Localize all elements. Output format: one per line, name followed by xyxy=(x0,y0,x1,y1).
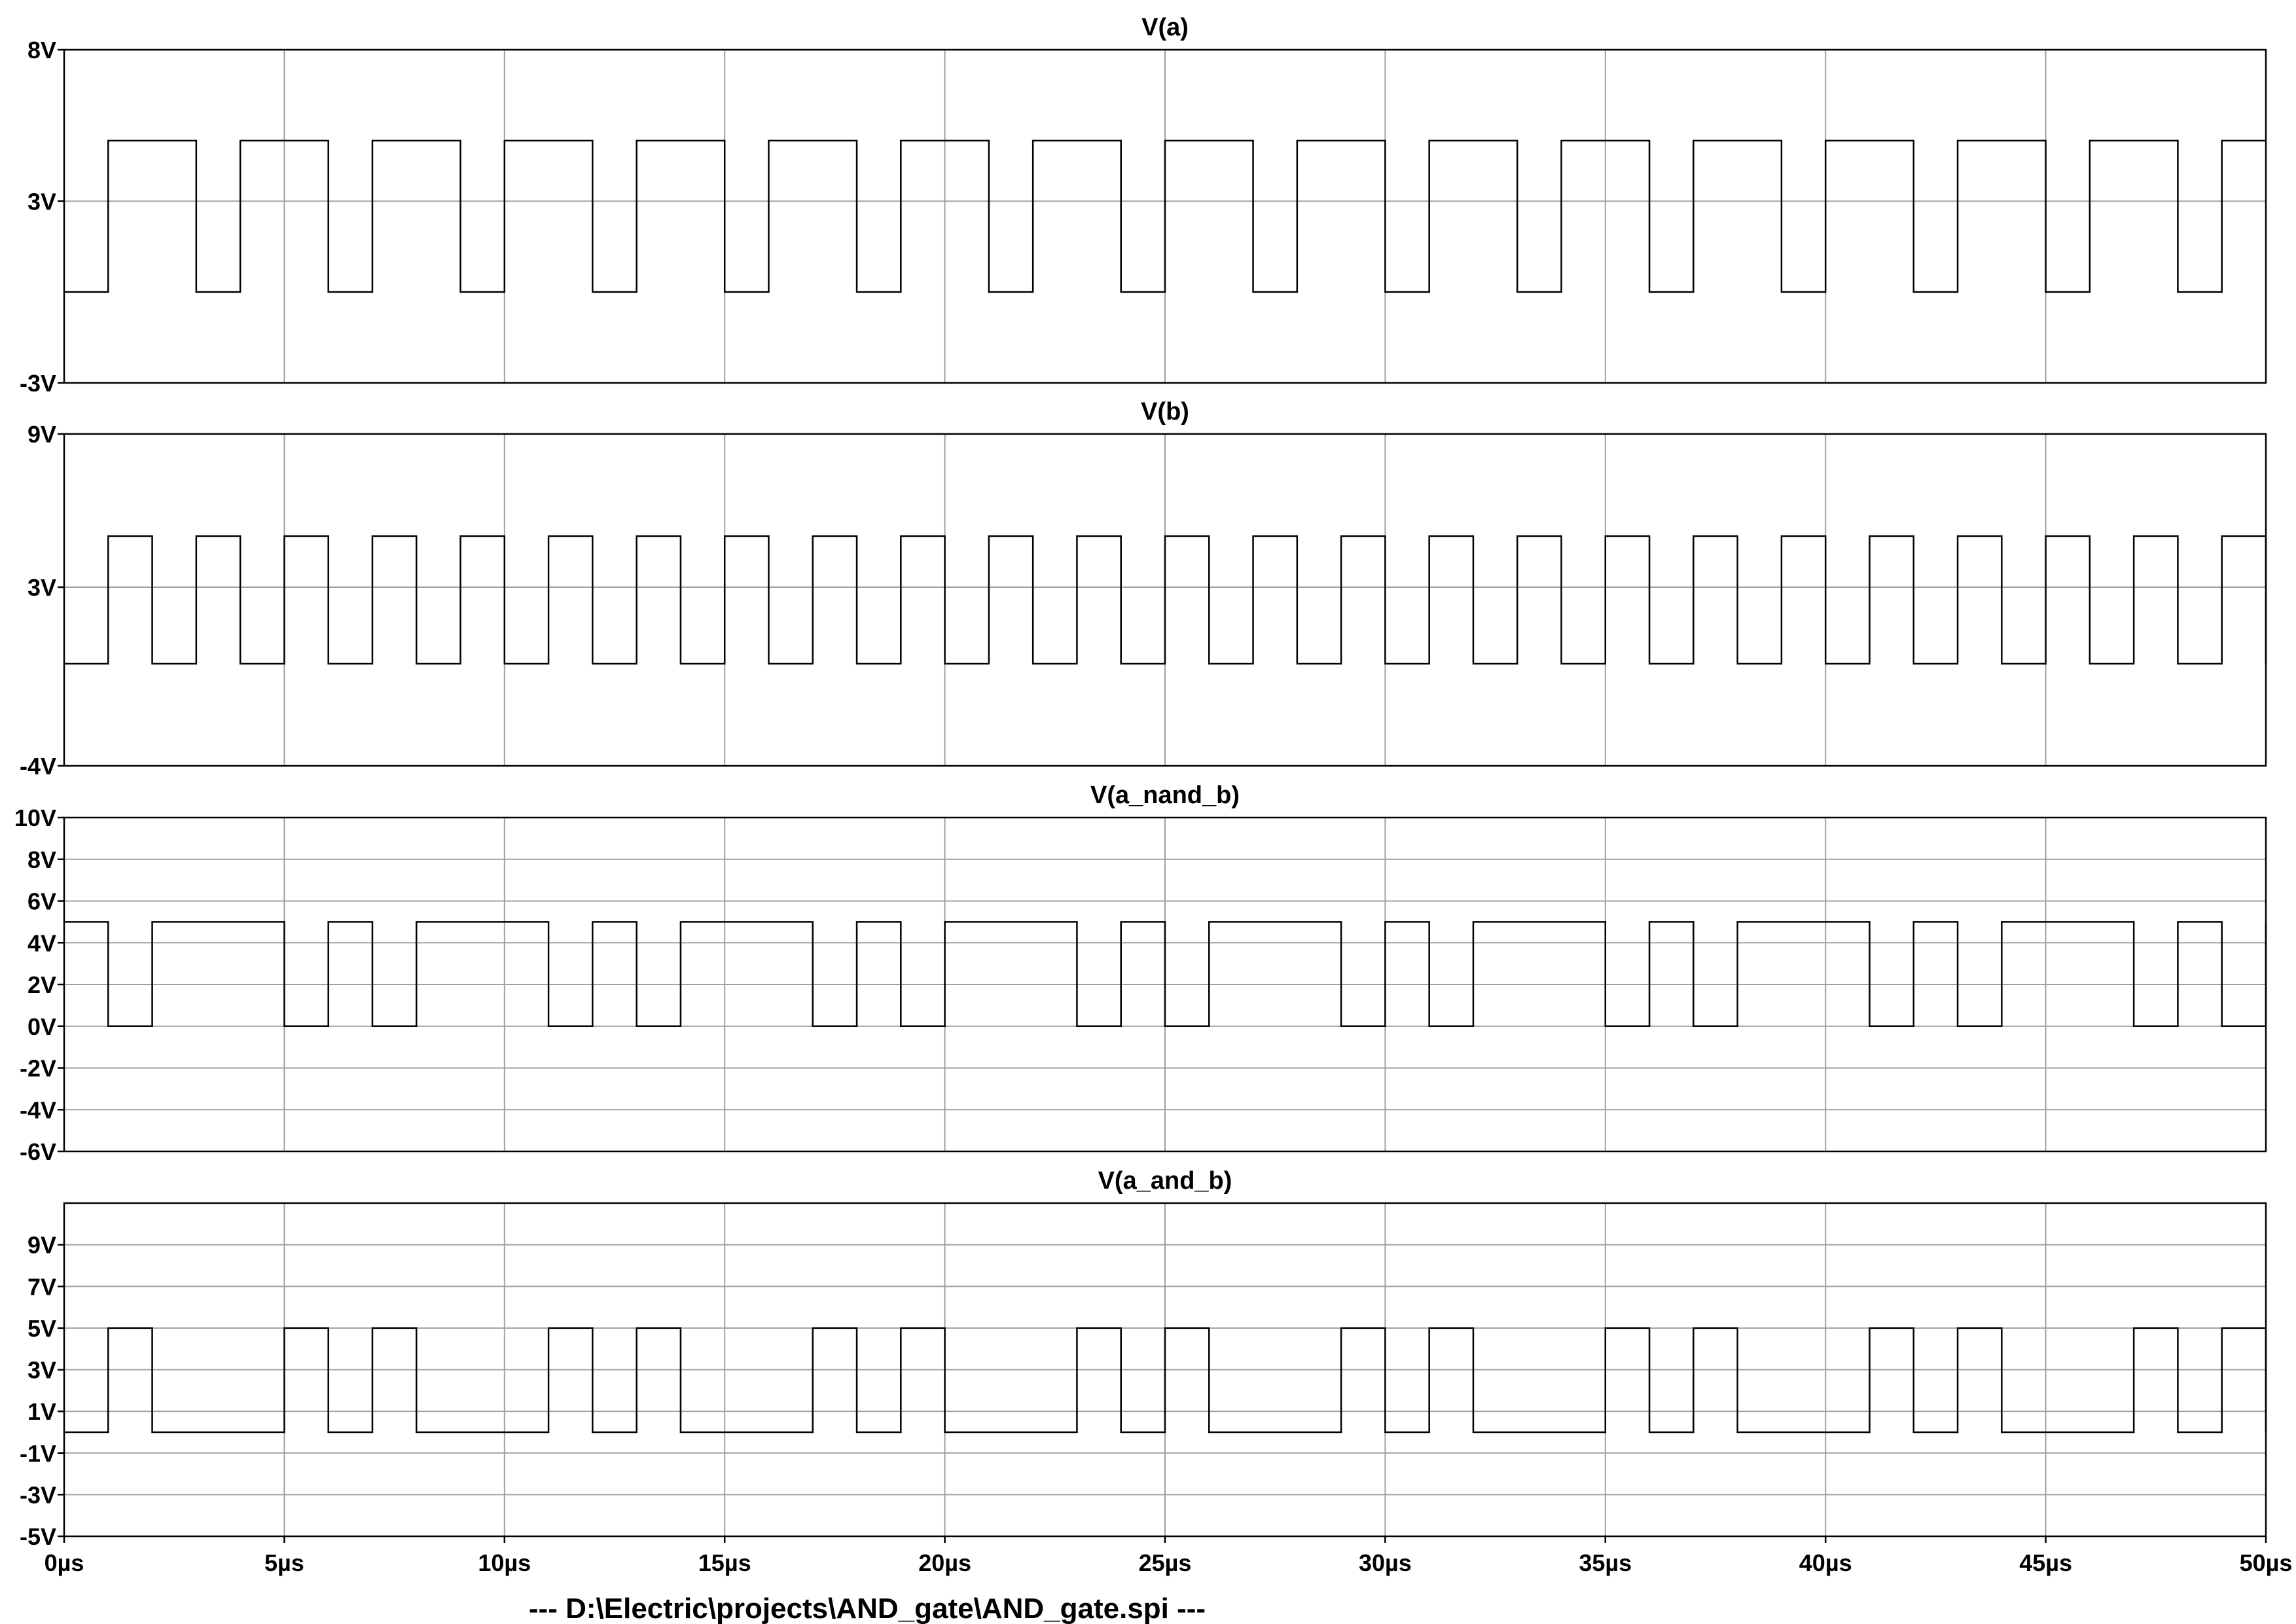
y-tick-label: 0V xyxy=(27,1013,56,1040)
x-tick-label: 40µs xyxy=(1799,1549,1852,1576)
panel-1: V(a) 8V 3V -3V xyxy=(20,14,2267,397)
signal-trace xyxy=(64,535,2267,665)
panel-2: V(b) 9V 3V -4V xyxy=(20,398,2267,780)
x-tick-label: 45µs xyxy=(2019,1549,2072,1576)
file-path-footer: --- D:\Electric\projects\AND_gate\AND_ga… xyxy=(529,1593,1206,1624)
y-tick-label: 8V xyxy=(27,846,56,873)
y-tick-label: 9V xyxy=(27,421,56,448)
y-tick-label: 3V xyxy=(27,188,56,215)
y-tick-label: -1V xyxy=(20,1440,56,1467)
y-tick-label: 1V xyxy=(27,1398,56,1425)
x-tick-label: 25µs xyxy=(1139,1549,1192,1576)
x-tick-label: 35µs xyxy=(1579,1549,1632,1576)
y-tick-label: 3V xyxy=(27,1357,56,1384)
y-tick-label: -6V xyxy=(20,1138,56,1165)
panel-title: V(a_and_b) xyxy=(1098,1167,1232,1195)
y-tick-label: 5V xyxy=(27,1315,56,1342)
y-tick-label: -3V xyxy=(20,370,56,397)
x-tick-label: 10µs xyxy=(478,1549,531,1576)
panel-frame xyxy=(63,48,2267,384)
y-tick-label: 2V xyxy=(27,971,56,998)
y-tick-label: 3V xyxy=(27,574,56,601)
y-tick-label: 7V xyxy=(27,1273,56,1300)
x-tick-label: 30µs xyxy=(1359,1549,1412,1576)
panel-4: V(a_and_b) 9V 7V 5V 3V 1V -1V -3V -5V xyxy=(20,1167,2267,1550)
signal-trace xyxy=(64,921,2267,1027)
y-tick-label: -2V xyxy=(20,1055,56,1082)
panel-title: V(a_nand_b) xyxy=(1090,782,1240,809)
y-tick-label: -3V xyxy=(20,1481,56,1508)
x-tick-label: 15µs xyxy=(698,1549,751,1576)
panel-title: V(b) xyxy=(1141,398,1189,425)
panel-3: V(a_nand_b) 10V 8V 6V 4V 2V 0V -2V -4V -6V xyxy=(14,782,2267,1165)
waveform-panels: V(a) 8V 3V -3V V(b) 9V 3V -4V V(a_nand_b) 10V 8V 6V… xyxy=(14,14,2292,1576)
y-tick-label: 10V xyxy=(14,804,56,831)
y-tick-label: 4V xyxy=(27,929,56,956)
x-tick-label: 20µs xyxy=(918,1549,971,1576)
x-tick-label: 0µs xyxy=(45,1549,84,1576)
signal-trace xyxy=(64,1327,2267,1434)
y-tick-label: -4V xyxy=(20,753,56,780)
y-tick-label: 9V xyxy=(27,1232,56,1259)
x-tick-label: 5µs xyxy=(264,1549,304,1576)
signal-trace xyxy=(64,139,2266,293)
y-tick-label: 8V xyxy=(27,37,56,63)
x-axis: 0µs 5µs 10µs 15µs 20µs 25µs 30µs 35µs 40µs 45µs 50… xyxy=(45,1536,2293,1576)
panel-title: V(a) xyxy=(1141,14,1189,41)
y-tick-label: 6V xyxy=(27,888,56,915)
y-tick-label: -5V xyxy=(20,1523,56,1550)
x-tick-label: 50µs xyxy=(2240,1549,2293,1576)
y-tick-label: -4V xyxy=(20,1096,56,1123)
